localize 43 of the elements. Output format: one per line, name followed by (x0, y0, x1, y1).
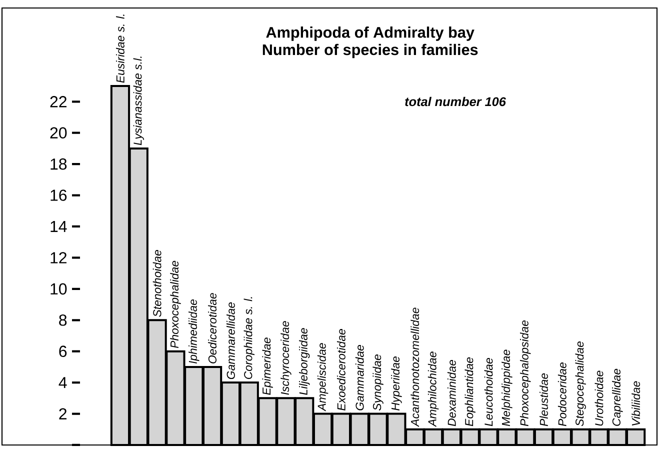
x-tick-label: Caprellidae (612, 368, 623, 426)
x-tick-label: Phoxocephalopsidae (520, 320, 531, 426)
x-tick-label: Liljeborgiidae (299, 328, 310, 395)
x-tick-label: Pleustidae (540, 373, 548, 426)
x-tick-label: Ampeliscidae (317, 343, 328, 412)
x-tick-label: Eusiridae s. l. (116, 14, 124, 83)
x-tick-label: Synopiidae (372, 354, 384, 411)
x-tick-label: Exoedicerotidae (336, 329, 346, 410)
x-tick-label: Melphidippidae (502, 350, 512, 426)
x-tick-label: Gammaridae (355, 345, 364, 410)
x-tick-label: Urothoidae (594, 370, 604, 426)
x-tick-label: Amphilochidae (428, 352, 439, 428)
x-tick-label: Eophliantidae (464, 357, 476, 426)
y-tick-label: 10 (50, 283, 67, 295)
y-tick-label: 2 (59, 408, 66, 420)
x-tick-label: Epimeridae (262, 338, 273, 395)
x-tick-label: Oedicerotidae (208, 293, 217, 364)
x-tick-label: Gammarellidae (226, 302, 235, 380)
x-tick-label: Lysianassidae s.l. (133, 56, 144, 146)
x-tick-label: Podoceridae (558, 362, 566, 426)
y-tick-label: 18 (50, 158, 67, 170)
x-tick-label: Vibiliidae (632, 381, 640, 426)
y-tick-label: 22 (50, 96, 66, 108)
text: Amphipoda of Admiralty bay (266, 26, 474, 41)
x-tick-label: Ischyroceridae (280, 321, 292, 395)
x-tick-label: Dexaminidae (447, 360, 456, 426)
y-tick-label: 16 (50, 190, 67, 201)
x-tick-label: Iphimediidae (188, 299, 200, 364)
y-tick-label: 20 (50, 127, 67, 138)
y-tick-label: 8 (59, 314, 67, 326)
y-tick-label: 6 (59, 346, 67, 357)
x-tick-label: Phoxocephalidae (170, 260, 181, 348)
y-tick-label: 4 (58, 377, 67, 388)
x-tick-label: Corophiidae s. l. (244, 297, 254, 379)
x-tick-label: Hyperiidae (391, 356, 402, 410)
y-tick-label: 12 (50, 252, 66, 264)
x-tick-label: Leucothoidae (484, 358, 493, 426)
x-tick-label: Stegocephalidae (575, 341, 586, 426)
y-tick-label: 14 (50, 220, 67, 232)
annotation: total number 106 (405, 96, 506, 106)
text: Number of species in families (262, 44, 478, 58)
x-tick-label: Stenothoidae (152, 250, 162, 317)
x-tick-label: Acanthonotozomellidae (410, 308, 420, 428)
